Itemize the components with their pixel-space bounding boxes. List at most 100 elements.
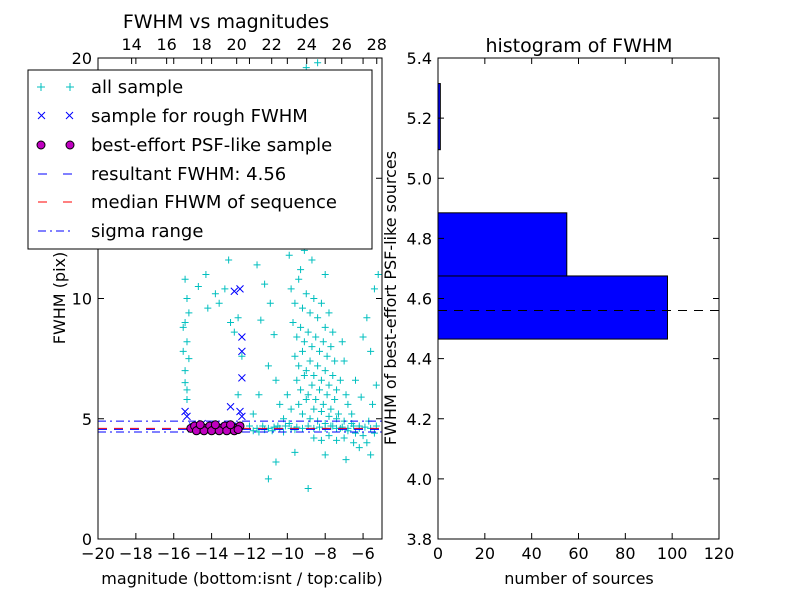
x-tick-label: −8 [313, 544, 337, 563]
all-sample-point [316, 386, 324, 394]
all-sample-point [351, 376, 359, 384]
rough-sample-point [236, 407, 244, 416]
scatter-y-axis-label: FWHM (pix) [50, 252, 69, 345]
all-sample-point [185, 355, 193, 363]
y-tick-label: 4.4 [407, 350, 432, 369]
all-sample-point [329, 371, 337, 379]
all-sample-point [317, 376, 325, 384]
all-sample-point [312, 396, 320, 404]
top-x-tick-label: 24 [297, 35, 317, 54]
all-sample-point [293, 333, 301, 341]
all-sample-point [179, 323, 187, 331]
all-sample-point [314, 59, 322, 67]
all-sample-point [357, 393, 365, 401]
top-x-tick-label: 22 [262, 35, 282, 54]
legend: all sample sample for rough FWHM best-ef… [27, 69, 373, 250]
legend-marker-x [37, 111, 74, 120]
all-sample-point [308, 381, 316, 389]
legend-label: median FHWM of sequence [91, 192, 337, 213]
legend-marker-circle [36, 140, 46, 150]
all-sample-point [319, 338, 327, 346]
rough-sample-point [230, 287, 239, 296]
all-sample-point [183, 386, 191, 394]
all-sample-point [255, 391, 263, 399]
all-sample-point [221, 285, 229, 293]
all-sample-point [302, 290, 310, 298]
all-sample-point [367, 451, 375, 459]
all-sample-point [183, 338, 191, 346]
all-sample-point [329, 328, 337, 336]
rough-sample-point [226, 402, 235, 411]
x-tick-label: −10 [270, 544, 304, 563]
all-sample-point [291, 352, 299, 360]
all-sample-point [234, 391, 242, 399]
all-sample-point [306, 357, 314, 365]
all-sample-point [342, 456, 350, 464]
all-sample-point [293, 376, 301, 384]
all-sample-point [183, 396, 191, 404]
all-sample-point [363, 314, 371, 322]
all-sample-point [325, 381, 333, 389]
all-sample-point [317, 299, 325, 307]
all-sample-point [325, 412, 333, 420]
all-sample-point [370, 285, 378, 293]
all-sample-point [321, 323, 329, 331]
all-sample-point [276, 400, 284, 408]
all-sample-point [272, 458, 280, 466]
all-sample-point [204, 304, 212, 312]
all-sample-point [297, 323, 305, 331]
all-sample-point [298, 424, 306, 432]
all-sample-point [333, 386, 341, 394]
x-tick-label: −6 [351, 544, 375, 563]
histogram-panel: histogram of FWHM 0 20 40 60 80 100 120 3.8 4.0… [381, 35, 734, 588]
all-sample-point [264, 475, 272, 483]
rough-sample-point [183, 412, 191, 421]
all-sample-point [308, 343, 316, 351]
all-sample-point [185, 309, 193, 317]
legend-entry-rough-sample: sample for rough FWHM [37, 106, 308, 127]
all-sample-point [355, 444, 363, 452]
scatter-top-axis: 14 16 18 20 22 24 26 28 [121, 35, 387, 64]
all-sample-point [316, 423, 324, 431]
all-sample-point [308, 256, 316, 264]
all-sample-point [359, 333, 367, 341]
rough-sample-point [236, 285, 244, 293]
all-sample-point [312, 333, 320, 341]
all-sample-point [325, 309, 333, 317]
all-sample-point [179, 347, 187, 355]
legend-entry-all-sample: all sample [37, 77, 183, 98]
y-tick-label: 5 [82, 410, 92, 429]
all-sample-point [264, 362, 272, 370]
all-sample-point [314, 362, 322, 370]
all-sample-point [316, 347, 324, 355]
all-sample-point [306, 415, 314, 423]
all-sample-point [325, 432, 333, 440]
all-sample-point [310, 434, 318, 442]
all-sample-point [181, 367, 189, 375]
all-sample-point [363, 439, 371, 447]
all-sample-point [298, 347, 306, 355]
all-sample-point [323, 391, 331, 399]
x-tick-label: −14 [195, 544, 229, 563]
all-sample-point [300, 371, 308, 379]
all-sample-point [317, 408, 325, 416]
scatter-x-axis-label: magnitude (bottom:isnt / top:calib) [101, 569, 382, 588]
all-sample-point [340, 434, 348, 442]
scatter-plot-area [98, 59, 382, 492]
all-sample-point [298, 304, 306, 312]
all-sample-point [285, 420, 293, 428]
legend-entry-median-fwhm: median FHWM of sequence [38, 192, 337, 213]
x-tick-label: −18 [119, 544, 153, 563]
top-x-tick-label: 18 [191, 35, 211, 54]
legend-entry-resultant-fwhm: resultant FWHM: 4.56 [38, 164, 286, 185]
all-sample-point [268, 427, 276, 435]
all-sample-point [321, 270, 329, 278]
rough-sample-point [238, 333, 246, 341]
all-sample-point [310, 405, 318, 413]
all-sample-point [230, 328, 238, 336]
histogram-title: histogram of FWHM [485, 35, 672, 57]
all-sample-point [181, 275, 189, 283]
all-sample-point [202, 270, 210, 278]
all-sample-point [270, 331, 278, 339]
x-tick-label: −12 [233, 544, 267, 563]
